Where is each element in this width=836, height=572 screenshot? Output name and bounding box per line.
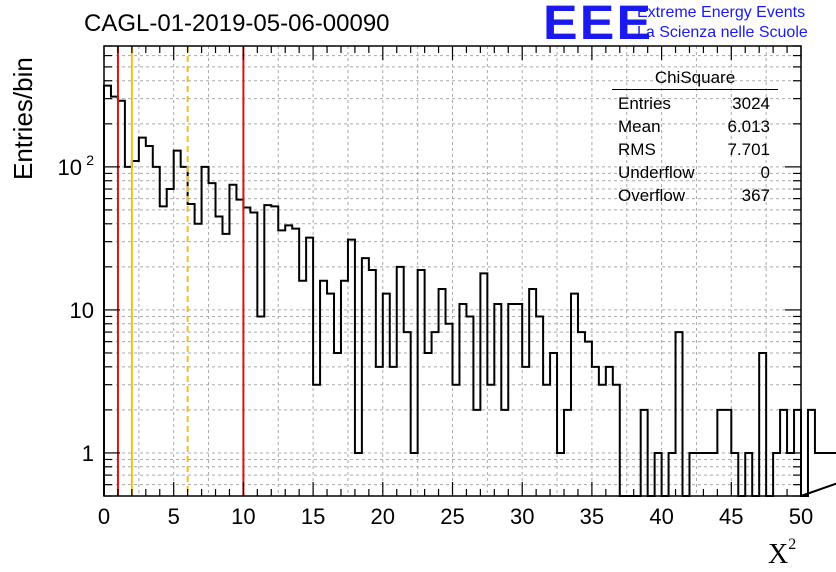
x-tick-label: 35 (580, 504, 604, 529)
eee-logo: EEE (543, 0, 654, 50)
stats-value: 7.701 (727, 140, 770, 159)
stats-value: 3024 (732, 94, 770, 113)
y-axis-label: Entries/bin (8, 57, 38, 180)
x-tick-label: 40 (649, 504, 673, 529)
stats-title: ChiSquare (612, 68, 778, 90)
y-tick-label: 10 (58, 155, 82, 180)
stats-label: Overflow (618, 186, 686, 205)
stats-label: Entries (618, 94, 671, 113)
stats-label: Mean (618, 117, 661, 136)
x-tick-label: 50 (789, 504, 813, 529)
x-tick-label: 5 (168, 504, 180, 529)
x-tick-label: 20 (371, 504, 395, 529)
x-tick-label: 10 (231, 504, 255, 529)
stats-row-entries: Entries 3024 (612, 92, 778, 115)
stats-value: 6.013 (727, 117, 770, 136)
y-tick-exponent: 2 (86, 152, 94, 168)
x-tick-label: 30 (510, 504, 534, 529)
x-tick-label: 45 (719, 504, 743, 529)
stats-value: 0 (760, 163, 770, 182)
stats-label: Underflow (618, 163, 695, 182)
histogram-series (103, 84, 836, 497)
stats-row-mean: Mean 6.013 (612, 115, 778, 138)
stats-row-overflow: Overflow 367 (612, 184, 778, 207)
y-tick-label: 10 (70, 298, 94, 323)
x-tick-label: 25 (440, 504, 464, 529)
stats-box: ChiSquare Entries 3024 Mean 6.013 RMS 7.… (612, 68, 778, 207)
stats-label: RMS (618, 140, 656, 159)
x-tick-label: 0 (98, 504, 110, 529)
stats-value: 367 (741, 186, 770, 205)
y-tick-label: 1 (82, 441, 94, 466)
stats-row-underflow: Underflow 0 (612, 161, 778, 184)
logo-text-line2: La Scienza nelle Scuole (637, 24, 808, 41)
x-tick-label: 15 (301, 504, 325, 529)
logo-text-line1: Extreme Energy Events (637, 4, 806, 21)
x-axis-label: X2 (768, 536, 797, 570)
chart-title: CAGL-01-2019-05-06-00090 (84, 10, 390, 37)
stats-row-rms: RMS 7.701 (612, 138, 778, 161)
